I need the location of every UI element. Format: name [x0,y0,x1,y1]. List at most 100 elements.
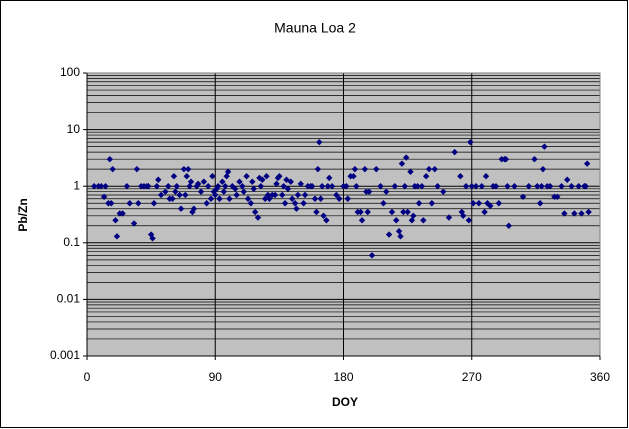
point [108,200,115,207]
point [261,195,269,202]
point [313,208,320,216]
point [398,160,406,167]
point [247,200,255,207]
point [316,138,323,146]
y-axis-title: Pb/Zn [16,198,30,231]
point [403,154,410,161]
point [212,191,219,199]
point [468,183,475,190]
point [106,155,113,163]
point [541,143,548,150]
point [251,208,259,216]
point [326,174,333,182]
point [297,180,304,188]
point [209,173,216,180]
point [112,217,119,224]
point [407,168,414,175]
point [100,193,108,200]
point [353,183,360,190]
point [222,183,229,190]
point [150,200,158,207]
point [578,210,585,217]
point [232,185,239,192]
point [294,191,302,199]
point [280,183,287,190]
point [495,200,503,207]
point [233,191,240,199]
point [373,165,380,173]
point [472,183,480,190]
point [350,173,357,180]
point [291,200,299,207]
point [364,208,371,216]
point [539,165,547,173]
point [204,183,212,190]
point [534,183,541,190]
point [391,183,398,190]
point [301,191,309,199]
point [317,195,324,202]
point [561,210,568,217]
point [451,148,458,156]
point [155,176,162,183]
point [478,183,485,190]
point [415,200,423,207]
point [170,173,178,180]
point [172,188,179,195]
point [180,165,188,173]
point [190,205,198,212]
point [511,183,518,190]
point [216,195,223,202]
point [487,202,494,210]
point [314,165,322,173]
point [525,183,532,190]
point [289,195,296,202]
point [440,188,447,195]
point [428,200,436,207]
point [445,214,453,221]
point [220,188,227,195]
point [176,191,183,199]
chart-title: Mauna Loa 2 [274,20,356,36]
point [336,195,343,202]
point [393,217,400,224]
point [239,183,246,190]
point [98,183,105,190]
point [244,195,252,202]
point [333,191,340,199]
point [414,183,421,190]
point [219,178,226,185]
point [236,178,243,185]
point [200,178,208,185]
point [502,155,510,163]
point [130,220,138,227]
point [323,217,330,224]
point [266,195,273,202]
point [492,183,500,190]
point [257,183,265,190]
point [240,188,247,195]
point [165,183,172,190]
point [531,155,538,163]
point [153,183,161,190]
point [410,212,417,219]
point [281,200,289,207]
point [505,222,512,229]
point [351,165,359,173]
point [311,195,319,202]
point [162,188,169,195]
point [273,180,280,188]
point [365,188,373,195]
point [546,183,554,190]
point [462,183,470,190]
point [558,183,565,190]
y-tick-label: 100 [60,65,80,79]
point [377,183,384,190]
point [460,212,467,219]
point [568,183,575,190]
point [482,173,490,180]
point [149,235,156,242]
point [249,178,256,185]
point [113,233,121,240]
